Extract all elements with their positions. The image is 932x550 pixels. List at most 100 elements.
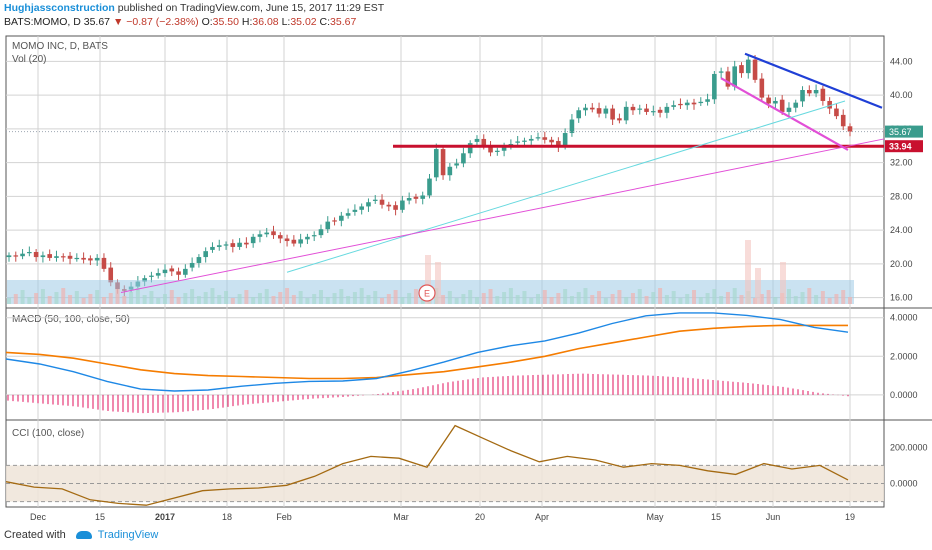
candle-body <box>372 199 378 201</box>
y-tick-label: 44.00 <box>890 56 913 66</box>
candle-body <box>54 256 59 258</box>
volume-bar <box>447 291 452 304</box>
volume-bar <box>142 295 147 304</box>
candle-body <box>162 269 168 274</box>
candle-body <box>583 107 588 111</box>
volume-bar <box>285 288 290 304</box>
volume-bar <box>251 297 256 304</box>
candle-body <box>142 278 147 282</box>
candle-body <box>739 65 744 74</box>
earnings-marker[interactable] <box>418 284 436 302</box>
volume-bar <box>135 288 140 304</box>
volume-bar <box>61 288 66 304</box>
volume-bar <box>101 297 106 304</box>
volume-bar <box>624 297 629 304</box>
volume-bar <box>359 288 364 304</box>
tradingview-logo-icon <box>75 531 92 540</box>
candle-body <box>339 215 344 221</box>
volume-bar <box>712 289 717 304</box>
volume-bar <box>20 290 25 304</box>
volume-bar <box>435 262 441 304</box>
volume-bar <box>637 289 642 304</box>
price-change: −0.87 (−2.38%) <box>126 16 199 28</box>
volume-bar <box>386 294 391 304</box>
volume-bar <box>122 296 127 304</box>
candle-body <box>6 255 12 258</box>
candle-body <box>786 107 792 112</box>
volume-bar <box>425 255 431 304</box>
volume-bar <box>536 294 541 304</box>
volume-bar <box>74 291 79 304</box>
volume-bar <box>352 292 357 304</box>
candle-body <box>549 139 554 143</box>
volume-bar <box>298 291 303 304</box>
macd-tick-label: 0.0000 <box>890 390 918 400</box>
candle-body <box>291 239 297 244</box>
volume-bar <box>597 291 602 304</box>
candle-body <box>664 106 670 113</box>
candle-body <box>108 267 114 283</box>
cci-line <box>5 424 849 506</box>
candle-body <box>691 102 697 105</box>
candle-body <box>203 251 208 258</box>
candle-body <box>671 105 676 107</box>
candle-body <box>827 100 832 109</box>
price-tag <box>885 125 923 138</box>
x-tick-label: Jun <box>766 512 781 522</box>
volume-bar <box>217 295 222 304</box>
volume-bar <box>115 289 120 304</box>
author-link[interactable]: Hughjassconstruction <box>4 2 115 14</box>
volume-bar <box>88 294 93 304</box>
candle-body <box>318 229 324 236</box>
volume-bar <box>658 288 663 304</box>
volume-bar <box>732 288 737 304</box>
open-value: 35.50 <box>212 16 239 28</box>
tradingview-brand[interactable]: TradingView <box>97 529 159 541</box>
last-price: 35.67 <box>83 16 111 28</box>
volume-bar <box>210 288 215 304</box>
cci-title: CCI (100, close) <box>12 428 84 439</box>
candle-body <box>406 198 412 201</box>
volume-bar <box>556 293 561 304</box>
volume-bar <box>841 290 846 304</box>
volume-bar <box>820 291 825 304</box>
candle-body <box>20 253 25 257</box>
candle-body <box>454 163 459 166</box>
volume-bar <box>264 289 269 304</box>
x-tick-label: 19 <box>845 512 855 522</box>
candle-body <box>169 268 175 272</box>
candle-body <box>752 59 758 80</box>
volume-bar <box>481 293 486 304</box>
candle-body <box>474 138 480 142</box>
candle-body <box>345 213 351 216</box>
y-tick-label: 32.00 <box>890 158 913 168</box>
magenta-uptrend-line[interactable] <box>120 138 885 293</box>
magenta-channel-line[interactable] <box>720 77 849 151</box>
volume-bar <box>407 293 412 304</box>
blue-downtrend-line[interactable] <box>744 52 883 109</box>
volume-bar <box>34 293 39 304</box>
x-tick-label: 18 <box>222 512 232 522</box>
volume-bar <box>780 262 786 304</box>
volume-bar <box>755 268 761 304</box>
volume-bar <box>271 296 276 304</box>
volume-bar <box>576 292 581 304</box>
candle-body <box>705 99 710 102</box>
candle-body <box>698 101 704 104</box>
volume-bar <box>237 294 242 304</box>
macd-line <box>5 312 849 392</box>
cyan-uptrend-line[interactable] <box>286 100 846 273</box>
y-tick-label: 16.00 <box>890 293 913 303</box>
volume-indicator-label: Vol (20) <box>12 54 46 65</box>
volume-bar <box>495 296 500 304</box>
volume-bar <box>644 296 649 304</box>
volume-bar <box>190 289 195 304</box>
candle-body <box>284 238 290 242</box>
candle-body <box>81 257 86 260</box>
footer: Created with TradingView <box>4 529 158 541</box>
volume-bar <box>800 292 805 304</box>
volume-bar <box>590 295 595 304</box>
volume-bar <box>827 298 832 304</box>
candle-body <box>847 126 853 132</box>
